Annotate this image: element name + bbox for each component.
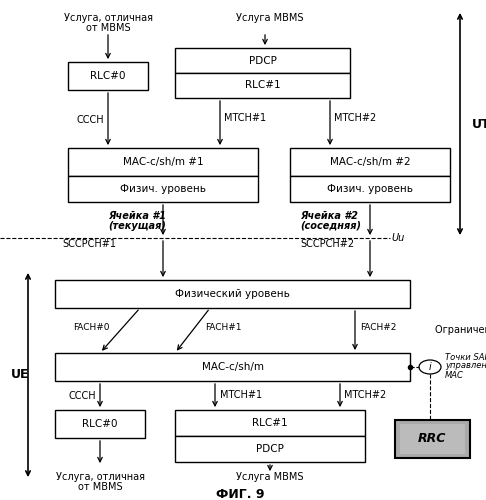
- Text: MAC-c/sh/m #2: MAC-c/sh/m #2: [330, 157, 410, 167]
- Text: Физич. уровень: Физич. уровень: [327, 184, 413, 194]
- Text: RRC: RRC: [418, 432, 446, 446]
- Bar: [175, 436, 365, 462]
- Text: Ячейка #1: Ячейка #1: [108, 211, 166, 221]
- Text: от MBMS: от MBMS: [86, 23, 130, 33]
- Text: SCCPCH#2: SCCPCH#2: [300, 239, 354, 249]
- Bar: [55, 410, 145, 438]
- Text: MAC-c/sh/m: MAC-c/sh/m: [202, 362, 263, 372]
- Bar: [68, 148, 258, 176]
- Text: MTCH#2: MTCH#2: [334, 113, 376, 123]
- Bar: [175, 73, 350, 98]
- Text: Ячейка #2: Ячейка #2: [300, 211, 358, 221]
- Text: (соседняя): (соседняя): [300, 221, 361, 231]
- Text: FACH#0: FACH#0: [73, 324, 110, 332]
- Text: RLC#1: RLC#1: [244, 80, 280, 90]
- Text: i: i: [429, 362, 432, 372]
- Text: Точки SAP: Точки SAP: [445, 352, 486, 362]
- Text: (текущая): (текущая): [108, 221, 166, 231]
- Bar: [400, 424, 465, 454]
- Text: Uu: Uu: [391, 233, 405, 243]
- Text: FACH#1: FACH#1: [205, 324, 242, 332]
- Text: MAC: MAC: [445, 370, 464, 380]
- Text: CCCH: CCCH: [69, 391, 96, 401]
- Text: CCCH: CCCH: [76, 115, 104, 125]
- Text: MAC-c/sh/m #1: MAC-c/sh/m #1: [122, 157, 203, 167]
- Text: управления: управления: [445, 362, 486, 370]
- Bar: [175, 410, 365, 436]
- Text: Физический уровень: Физический уровень: [175, 289, 290, 299]
- Text: FACH#2: FACH#2: [360, 324, 397, 332]
- Text: Физич. уровень: Физич. уровень: [120, 184, 206, 194]
- Text: от MBMS: от MBMS: [78, 482, 122, 492]
- Text: ФИГ. 9: ФИГ. 9: [216, 488, 264, 500]
- Text: MTCH#1: MTCH#1: [220, 390, 262, 400]
- Ellipse shape: [419, 360, 441, 374]
- Text: UE: UE: [11, 368, 29, 382]
- Text: Услуга, отличная: Услуга, отличная: [55, 472, 144, 482]
- Text: Услуга MBMS: Услуга MBMS: [236, 13, 304, 23]
- Text: RLC#0: RLC#0: [82, 419, 118, 429]
- Text: SCCPCH#1: SCCPCH#1: [62, 239, 116, 249]
- Bar: [290, 148, 450, 176]
- Text: PDCP: PDCP: [256, 444, 284, 454]
- Bar: [68, 176, 258, 202]
- Text: MTCH#1: MTCH#1: [224, 113, 266, 123]
- Text: PDCP: PDCP: [248, 56, 277, 66]
- Text: Услуга, отличная: Услуга, отличная: [64, 13, 153, 23]
- Bar: [175, 48, 350, 73]
- Bar: [55, 353, 410, 381]
- Text: UTRAN: UTRAN: [472, 118, 486, 130]
- Text: RLC#1: RLC#1: [252, 418, 288, 428]
- Bar: [55, 280, 410, 308]
- Text: Ограничение функций: Ограничение функций: [435, 325, 486, 335]
- Text: MTCH#2: MTCH#2: [344, 390, 386, 400]
- Text: Услуга MBMS: Услуга MBMS: [236, 472, 304, 482]
- Text: RLC#0: RLC#0: [90, 71, 126, 81]
- Bar: [290, 176, 450, 202]
- Bar: [395, 420, 470, 458]
- Bar: [68, 62, 148, 90]
